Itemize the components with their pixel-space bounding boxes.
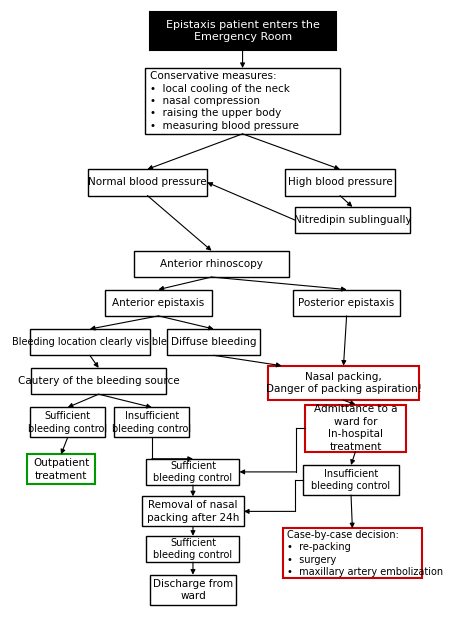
- Text: Epistaxis patient enters the
Emergency Room: Epistaxis patient enters the Emergency R…: [165, 19, 319, 42]
- Text: Normal blood pressure: Normal blood pressure: [88, 178, 207, 187]
- Text: Bleeding location clearly visible: Bleeding location clearly visible: [12, 337, 167, 347]
- FancyBboxPatch shape: [150, 12, 336, 50]
- FancyBboxPatch shape: [283, 528, 422, 578]
- Text: Sufficient
bleeding control: Sufficient bleeding control: [154, 538, 233, 560]
- FancyBboxPatch shape: [284, 170, 395, 195]
- FancyBboxPatch shape: [31, 368, 166, 394]
- Text: Anterior rhinoscopy: Anterior rhinoscopy: [160, 259, 263, 269]
- FancyBboxPatch shape: [105, 290, 211, 316]
- FancyBboxPatch shape: [27, 455, 95, 484]
- FancyBboxPatch shape: [30, 329, 150, 355]
- FancyBboxPatch shape: [295, 207, 410, 233]
- FancyBboxPatch shape: [167, 329, 260, 355]
- FancyBboxPatch shape: [30, 408, 105, 438]
- Text: Nitredipin sublingually: Nitredipin sublingually: [293, 215, 411, 225]
- Text: Case-by-case decision:
•  re-packing
•  surgery
•  maxillary artery embolization: Case-by-case decision: • re-packing • su…: [287, 530, 443, 577]
- FancyBboxPatch shape: [146, 458, 239, 485]
- FancyBboxPatch shape: [146, 536, 239, 562]
- Text: High blood pressure: High blood pressure: [288, 178, 392, 187]
- FancyBboxPatch shape: [88, 170, 207, 195]
- Text: Admittance to a
ward for
In-hospital
treatment: Admittance to a ward for In-hospital tre…: [314, 404, 397, 452]
- Text: Cautery of the bleeding source: Cautery of the bleeding source: [18, 376, 180, 386]
- FancyBboxPatch shape: [114, 408, 190, 438]
- Text: Sufficient
bleeding control: Sufficient bleeding control: [154, 461, 233, 483]
- Text: Anterior epistaxis: Anterior epistaxis: [112, 298, 205, 308]
- Text: Sufficient
bleeding control: Sufficient bleeding control: [28, 411, 107, 433]
- FancyBboxPatch shape: [150, 575, 236, 605]
- FancyBboxPatch shape: [145, 68, 340, 134]
- FancyBboxPatch shape: [303, 465, 399, 495]
- Text: Outpatient
treatment: Outpatient treatment: [33, 458, 89, 480]
- Text: Discharge from
ward: Discharge from ward: [153, 578, 233, 601]
- Text: Conservative measures:
•  local cooling of the neck
•  nasal compression
•  rais: Conservative measures: • local cooling o…: [150, 71, 299, 131]
- FancyBboxPatch shape: [268, 365, 419, 400]
- Text: Removal of nasal
packing after 24h: Removal of nasal packing after 24h: [147, 500, 239, 522]
- Text: Diffuse bleeding: Diffuse bleeding: [171, 337, 256, 347]
- FancyBboxPatch shape: [305, 404, 406, 452]
- Text: Insufficient
bleeding control: Insufficient bleeding control: [311, 469, 391, 491]
- FancyBboxPatch shape: [293, 290, 400, 316]
- FancyBboxPatch shape: [134, 251, 289, 277]
- Text: Insufficient
bleeding control: Insufficient bleeding control: [112, 411, 191, 433]
- FancyBboxPatch shape: [142, 496, 244, 526]
- Text: Nasal packing,
Danger of packing aspiration!: Nasal packing, Danger of packing aspirat…: [265, 372, 421, 394]
- Text: Posterior epistaxis: Posterior epistaxis: [299, 298, 395, 308]
